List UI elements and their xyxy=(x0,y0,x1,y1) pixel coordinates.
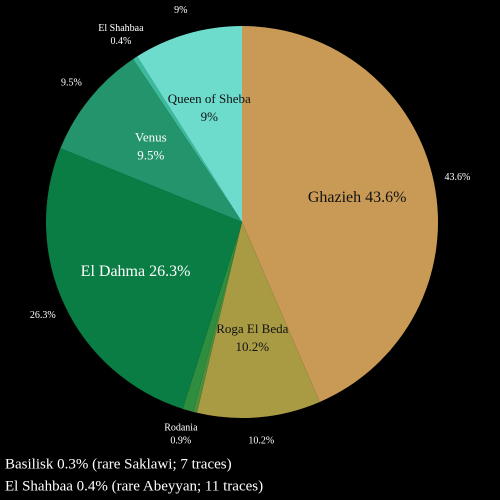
pie-slice xyxy=(60,59,243,222)
slice-name: Venus xyxy=(135,130,167,145)
pie-slice xyxy=(182,222,242,412)
pie-slice xyxy=(193,222,242,413)
pie-slice xyxy=(242,26,439,402)
slice-name: Roga El Beda xyxy=(216,321,288,336)
slice-label: Ghazieh 43.6% xyxy=(308,189,407,206)
slice-name: Ghazieh xyxy=(308,189,361,206)
outer-percent: 10.2% xyxy=(248,435,274,446)
slice-name: Rodania xyxy=(164,423,198,434)
slice-name: El Dahma xyxy=(81,263,145,280)
slice-percent: 9.5% xyxy=(137,148,164,163)
pie-slice xyxy=(196,222,320,418)
slice-label: El Dahma 26.3% xyxy=(81,263,191,280)
pie-slice xyxy=(45,148,242,409)
outer-percent: 9.5% xyxy=(61,77,82,88)
pie-slice xyxy=(133,56,242,222)
footnote: Basilisk 0.3% (rare Saklawi; 7 traces) xyxy=(5,456,232,472)
slice-percent: 43.6% xyxy=(365,189,406,206)
slice-name: Queen of Sheba xyxy=(168,91,251,106)
outer-percent: 26.3% xyxy=(30,310,56,321)
outer-percent: 43.6% xyxy=(445,172,471,183)
pie-slice xyxy=(137,25,242,222)
slice-percent: 9% xyxy=(201,109,219,124)
footnote: El Shahbaa 0.4% (rare Abeyyan; 11 traces… xyxy=(5,478,263,494)
slice-percent: 10.2% xyxy=(236,339,270,354)
slice-name: El Shahbaa xyxy=(98,23,144,34)
slice-percent: 26.3% xyxy=(149,263,190,280)
outer-percent: 9% xyxy=(174,5,187,16)
slice-percent: 0.4% xyxy=(110,36,131,47)
slice-percent: 0.9% xyxy=(170,436,191,447)
